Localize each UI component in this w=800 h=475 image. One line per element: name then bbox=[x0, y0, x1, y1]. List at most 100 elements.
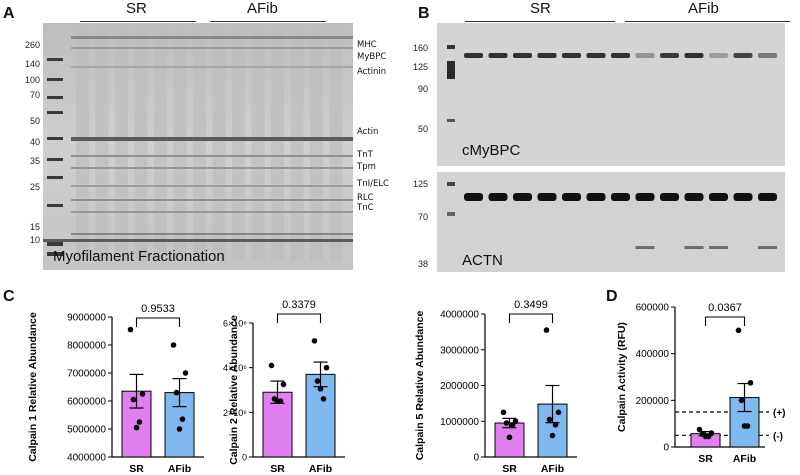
data-point bbox=[735, 327, 742, 334]
actn-band bbox=[611, 193, 630, 201]
actn-band bbox=[684, 193, 704, 201]
ladder-band bbox=[47, 58, 63, 61]
data-point bbox=[543, 327, 550, 333]
panel-a-ladder-label: 40 bbox=[29, 137, 40, 147]
actn-band bbox=[733, 193, 753, 201]
y-tick-label: 0 bbox=[663, 443, 669, 454]
data-point bbox=[268, 362, 275, 369]
cmybpc-band bbox=[586, 53, 606, 58]
actn-fragment-band bbox=[709, 246, 728, 249]
gel-lane bbox=[329, 31, 343, 261]
p-value-label: 0.9533 bbox=[141, 303, 175, 315]
blot-ladder-band bbox=[447, 45, 455, 49]
gel-lane bbox=[212, 31, 226, 261]
data-point bbox=[182, 370, 189, 376]
panel-b-top-ladder-label: 160 bbox=[412, 43, 428, 53]
panel-b-group-sr-line bbox=[465, 21, 615, 22]
panel-a-group-afib-line bbox=[210, 21, 326, 22]
data-point bbox=[274, 398, 281, 404]
panel-a-protein-label: TnT bbox=[357, 150, 373, 160]
panel-b-bottom-ladder-label: 70 bbox=[417, 212, 428, 222]
significance-bracket bbox=[704, 316, 746, 326]
protein-band bbox=[71, 137, 353, 141]
data-point bbox=[130, 396, 137, 403]
actn-band bbox=[586, 193, 606, 201]
actn-fragment-band bbox=[635, 246, 655, 249]
panel-a-ladder-label: 10 bbox=[29, 235, 40, 245]
gel-lane bbox=[310, 31, 323, 261]
panel-b-group-sr: SR bbox=[530, 0, 551, 17]
panel-a-ladder-label: 140 bbox=[24, 59, 40, 69]
cmybpc-band bbox=[709, 53, 728, 58]
panel-b-top-ladder-label: 90 bbox=[417, 84, 428, 94]
panel-a-ladder-label: 25 bbox=[29, 182, 40, 192]
data-point bbox=[506, 434, 513, 441]
panel-b-bottom-blot-svg bbox=[437, 172, 785, 272]
calpain-1-chart: Calpain 1 Relative Abundance 4000000 50000… bbox=[27, 303, 204, 475]
protein-band bbox=[71, 185, 353, 187]
y-tick-label: 2×10⁶ bbox=[223, 408, 247, 418]
cmybpc-band bbox=[758, 53, 777, 58]
panel-a-ladder-label: 35 bbox=[29, 156, 40, 166]
data-point bbox=[136, 419, 143, 425]
panel-a-protein-label: Actinin bbox=[357, 67, 387, 77]
actn-band bbox=[464, 193, 483, 201]
y-tick-label: 7000000 bbox=[67, 369, 106, 380]
protein-band bbox=[71, 155, 353, 157]
cmybpc-band bbox=[513, 53, 532, 58]
x-category-label: AFib bbox=[309, 463, 332, 475]
y-tick-label: 4000000 bbox=[440, 310, 479, 321]
y-tick-label: 9000000 bbox=[67, 313, 106, 324]
y-axis-label: Calpain Activity (RFU) bbox=[616, 322, 628, 432]
data-point bbox=[133, 424, 140, 431]
data-point bbox=[280, 381, 287, 388]
panel-a-gel-svg bbox=[43, 23, 353, 270]
actn-fragment-band bbox=[758, 246, 777, 249]
data-point bbox=[173, 389, 180, 396]
y-tick-label: 6×10⁶ bbox=[223, 319, 247, 329]
cmybpc-band bbox=[660, 53, 679, 58]
y-tick-label: 400000 bbox=[636, 349, 670, 360]
protein-band bbox=[71, 233, 353, 235]
x-category-label: AFib bbox=[733, 453, 756, 465]
panel-a-ladder-label: 100 bbox=[24, 75, 40, 85]
data-point bbox=[741, 423, 748, 429]
actn-band bbox=[562, 193, 581, 201]
cmybpc-band bbox=[464, 53, 483, 58]
y-tick-label: 1000000 bbox=[440, 417, 479, 428]
cmybpc-band bbox=[611, 53, 630, 58]
panel-b-bottom-ladder-label: 125 bbox=[412, 179, 428, 189]
panel-a-ladder-label: 50 bbox=[29, 116, 40, 126]
actn-band bbox=[513, 193, 532, 201]
panel-a-gel-image bbox=[43, 23, 353, 270]
panel-a-lanes bbox=[76, 31, 343, 261]
panel-a-letter: A bbox=[3, 5, 15, 22]
data-point bbox=[139, 391, 146, 397]
panel-b-bottom-bands bbox=[447, 182, 777, 249]
data-point bbox=[311, 338, 318, 344]
panel-b-group-afib-line bbox=[625, 21, 790, 22]
panel-b-top-blot bbox=[437, 23, 785, 166]
calpain-5-chart: Calpain 5 Relative Abundance 0 1000000 2000… bbox=[414, 299, 577, 475]
y-tick-label: 6000000 bbox=[67, 397, 106, 408]
cmybpc-band bbox=[562, 53, 581, 58]
protein-band bbox=[71, 167, 353, 169]
p-value-label: 0.3379 bbox=[282, 299, 316, 311]
x-category-label: SR bbox=[129, 463, 144, 475]
ladder-band bbox=[47, 176, 63, 179]
panel-b-group-afib: AFib bbox=[688, 0, 719, 17]
x-category-label: SR bbox=[270, 463, 285, 475]
dye-front bbox=[43, 239, 353, 242]
reference-line-label: (-) bbox=[773, 431, 783, 442]
cmybpc-band bbox=[684, 53, 704, 58]
significance-bracket bbox=[135, 317, 181, 327]
protein-band bbox=[71, 66, 353, 68]
calpain-activity-chart: Calpain Activity (RFU) 0 200000 400000 60000… bbox=[616, 302, 786, 465]
gel-lane bbox=[115, 31, 128, 261]
data-point bbox=[317, 386, 324, 392]
panel-a-protein-label: Actin bbox=[357, 127, 379, 137]
y-tick-label: 3000000 bbox=[440, 345, 479, 356]
panel-b-bottom-background bbox=[437, 172, 785, 272]
ladder-band bbox=[47, 158, 63, 161]
panel-b-bottom-ladder-label: 38 bbox=[417, 259, 428, 269]
